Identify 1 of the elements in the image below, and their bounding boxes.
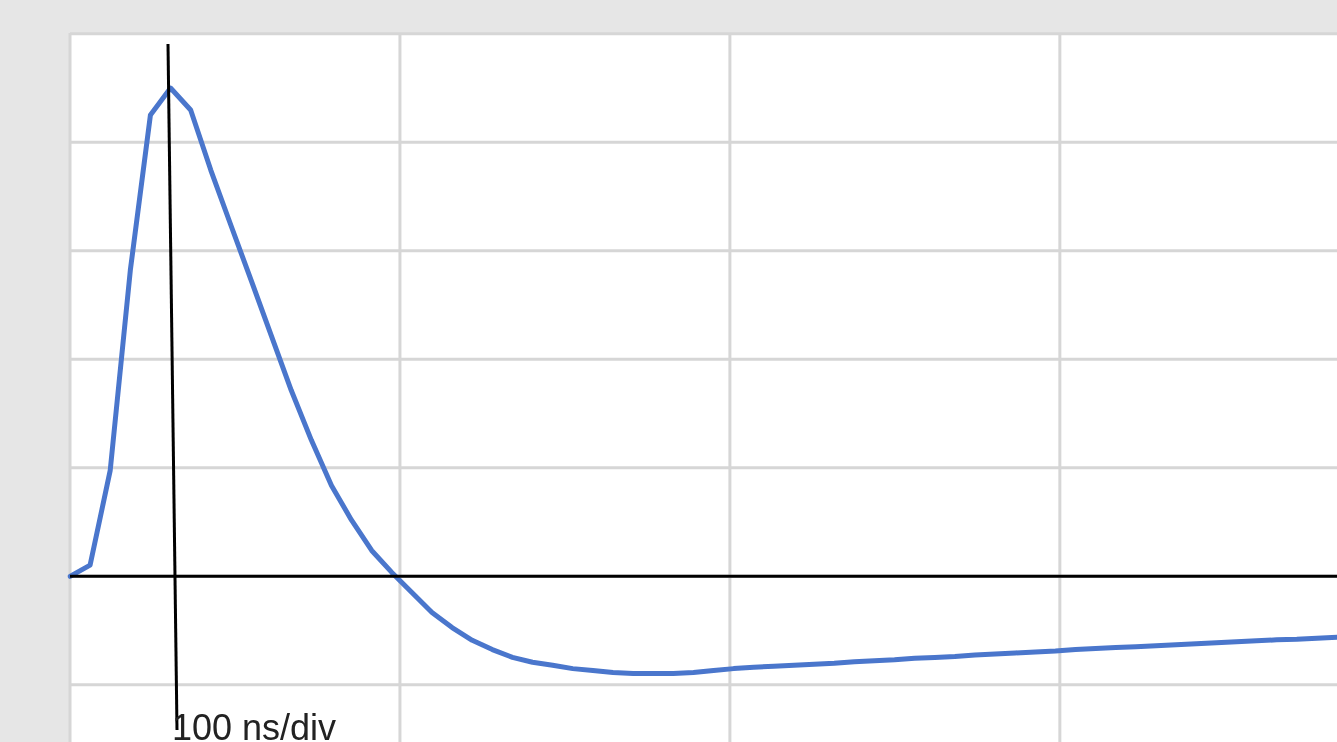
text: 100 ns/div xyxy=(172,706,337,742)
